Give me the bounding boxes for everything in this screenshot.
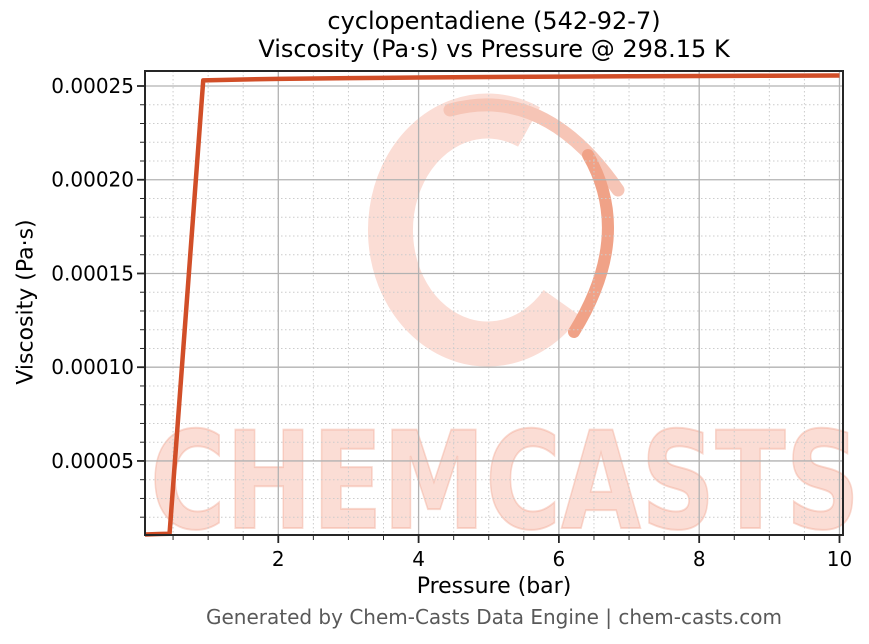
y-tick-label: 0.00010 <box>51 355 134 379</box>
x-axis-label: Pressure (bar) <box>416 574 572 599</box>
watermark: CHEMCASTS <box>149 93 861 561</box>
x-tick-label: 6 <box>553 547 566 571</box>
watermark-right-swoosh <box>568 149 614 338</box>
x-tick-label: 8 <box>693 547 706 571</box>
x-tick-label: 2 <box>272 547 285 571</box>
axes-frame <box>144 70 844 536</box>
y-tick-label: 0.00025 <box>51 74 134 98</box>
data-line <box>144 73 840 537</box>
chart-title-block: cyclopentadiene (542-92-7) Viscosity (Pa… <box>145 7 843 63</box>
viscosity-line <box>144 73 840 537</box>
y-tick-label: 0.00015 <box>51 261 134 285</box>
y-axis-label: Viscosity (Pa·s) <box>13 219 39 385</box>
y-tick-label: 0.00020 <box>51 168 134 192</box>
y-tick-label: 0.00005 <box>51 449 134 473</box>
major-gridlines <box>145 71 843 535</box>
watermark-text: CHEMCASTS <box>150 403 860 560</box>
chart-subtitle: Viscosity (Pa·s) vs Pressure @ 298.15 K <box>258 35 730 63</box>
footer-credit: Generated by Chem-Casts Data Engine | ch… <box>205 605 783 629</box>
axis-ticks <box>137 85 841 543</box>
x-tick-label: 10 <box>827 547 852 571</box>
plot-frame <box>144 70 844 536</box>
chart-title: cyclopentadiene (542-92-7) <box>327 7 661 35</box>
x-tick-label: 4 <box>412 547 425 571</box>
watermark-brush-circle <box>367 93 581 367</box>
minor-gridlines <box>145 71 843 535</box>
axis-tick-labels: 2 4 6 8 10 0.00005 0.00010 0.00015 0.00020 0.0002… <box>51 74 852 571</box>
